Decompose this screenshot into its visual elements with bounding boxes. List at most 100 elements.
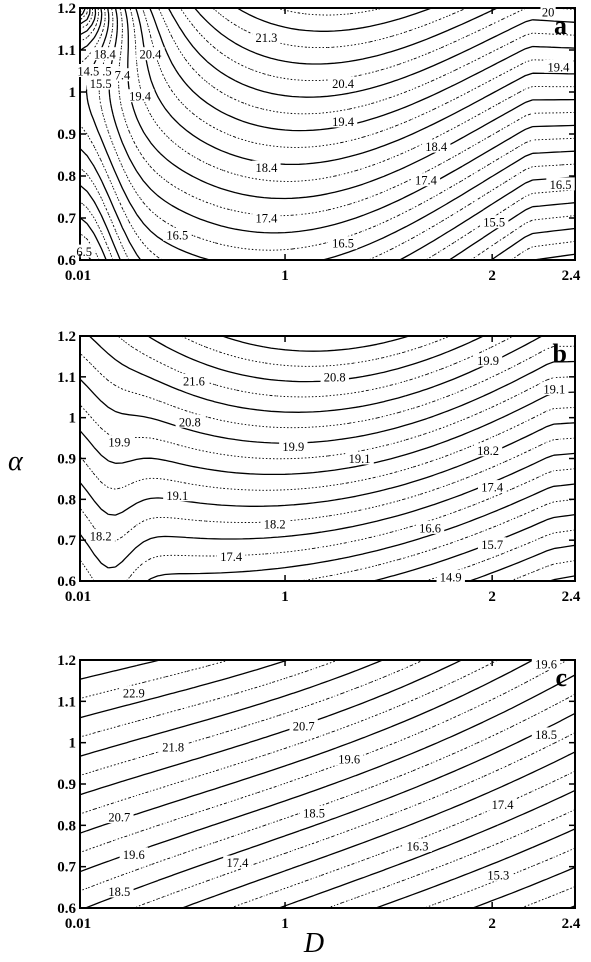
contour-line-dotted — [521, 886, 575, 908]
contour-label: 19.4 — [332, 115, 355, 129]
contour-line — [194, 8, 498, 65]
contour-label-bg — [105, 884, 134, 898]
contour-label: 19.6 — [123, 848, 145, 862]
contour-label: 17.4 — [415, 174, 438, 188]
contour-label-bg — [105, 810, 134, 824]
contour-label: 19.9 — [282, 440, 304, 454]
contour-label-bg — [74, 64, 103, 77]
contour-line — [181, 751, 575, 908]
contour-label: 19.9 — [477, 354, 499, 368]
contour-label: 20.7 — [293, 720, 315, 734]
y-tick-label: 1.1 — [57, 43, 76, 59]
contour-label: 17.4 — [492, 798, 515, 812]
contour-label: 18.5 — [535, 728, 557, 742]
contour-label-bg — [328, 114, 358, 128]
contour-line-dotted — [179, 8, 575, 82]
contour-label-bg — [260, 516, 289, 530]
contour-label-bg — [546, 177, 575, 191]
contour-line-dotted — [80, 8, 575, 260]
y-tick-label: 0.8 — [57, 169, 76, 185]
contour-label-bg — [119, 847, 149, 861]
contour-label-bg — [335, 752, 364, 766]
y-tick-label: 0.6 — [57, 574, 76, 590]
contour-line — [80, 8, 575, 260]
contour-label: 19.4 — [547, 60, 570, 74]
contour-label-bg — [159, 739, 188, 753]
contour-label: 21.6 — [183, 374, 205, 388]
contour-line-dotted — [80, 8, 575, 260]
contour-label-bg — [540, 382, 569, 396]
contour-line — [167, 8, 575, 98]
contour-line — [373, 513, 575, 581]
contour-label: 16.5 — [166, 228, 188, 242]
x-tick-label: 2.4 — [562, 916, 581, 932]
contour-label: 16.5 — [332, 237, 354, 251]
y-tick-label: 0.6 — [57, 901, 76, 917]
contour-line — [80, 391, 575, 476]
contour-label: 15.3 — [487, 868, 509, 882]
y-tick-label: 0.9 — [57, 777, 76, 793]
y-tick-label: 1.2 — [57, 329, 76, 345]
contour-label: 17.4 — [481, 481, 504, 495]
x-tick-label: 0.01 — [65, 916, 91, 932]
contour-label: 18.2 — [477, 444, 499, 458]
contour-label-bg — [422, 139, 451, 153]
panel-a: 21.3 20.4 20.4 19.4 19.4 19.4 18.4 18.4 17.4 17.4… — [57, 1, 581, 284]
contour-line-dotted — [80, 376, 575, 460]
contour-label-bg — [179, 373, 209, 387]
contour-line-dotted — [80, 693, 575, 892]
contour-label-bg — [473, 443, 503, 457]
contour-label-bg — [415, 520, 445, 534]
contour-label-bg — [488, 797, 517, 811]
contour-label-bg — [480, 215, 509, 229]
contour-label: 18.4 — [425, 140, 448, 154]
panel-label: c — [555, 663, 567, 692]
contour-line-dotted — [80, 660, 499, 815]
contour-line — [149, 8, 575, 132]
contour-line-dotted — [98, 8, 575, 251]
y-tick-label: 0.9 — [57, 452, 76, 468]
contour-line — [236, 8, 432, 32]
contour-line-dotted — [80, 468, 575, 581]
contour-label: 21.3 — [255, 31, 277, 45]
contour-line — [222, 336, 410, 352]
contour-label-bg — [136, 47, 165, 61]
y-tick-label: 0.8 — [57, 492, 76, 508]
contour-line — [124, 8, 575, 200]
contour-label: 19.4 — [129, 90, 152, 104]
contour-label-bg — [163, 227, 192, 241]
y-tick-label: 1.2 — [57, 1, 76, 17]
x-tick-label: 1 — [281, 268, 289, 284]
y-tick-label: 0.7 — [57, 860, 76, 876]
y-tick-label: 1.2 — [57, 653, 76, 669]
contour-label: 22.9 — [123, 687, 145, 701]
contour-label: 15.5 — [90, 77, 112, 91]
contour-label: 18.5 — [108, 885, 130, 899]
contour-label: 14.9 — [440, 570, 462, 584]
contour-line-dotted — [212, 8, 467, 49]
contour-label-bg — [86, 529, 115, 543]
contour-line — [80, 422, 575, 516]
contour-line-dotted — [230, 770, 575, 908]
contour-label-bg — [175, 414, 204, 428]
contour-label-bg — [216, 549, 246, 563]
contour-line-dotted — [80, 407, 575, 491]
x-tick-label: 0.01 — [65, 268, 91, 284]
contour-label: 19.1 — [166, 489, 188, 503]
contour-label: 16.3 — [407, 840, 429, 854]
contour-line — [147, 336, 484, 383]
contour-label-bg — [544, 59, 573, 73]
x-axis-label: D — [303, 928, 324, 959]
contour-label-bg — [403, 839, 432, 852]
contour-line — [80, 8, 575, 260]
contour-label: 16.6 — [419, 521, 441, 535]
contour-label: 19.1 — [349, 452, 371, 466]
contour-label: 15.5 — [483, 216, 505, 230]
contour-label-bg — [223, 855, 252, 869]
x-tick-label: 2 — [488, 916, 496, 932]
contour-line — [80, 8, 575, 260]
panel-label: a — [554, 11, 567, 40]
contour-label-bg — [252, 160, 281, 174]
contour-line-dotted — [80, 437, 575, 542]
